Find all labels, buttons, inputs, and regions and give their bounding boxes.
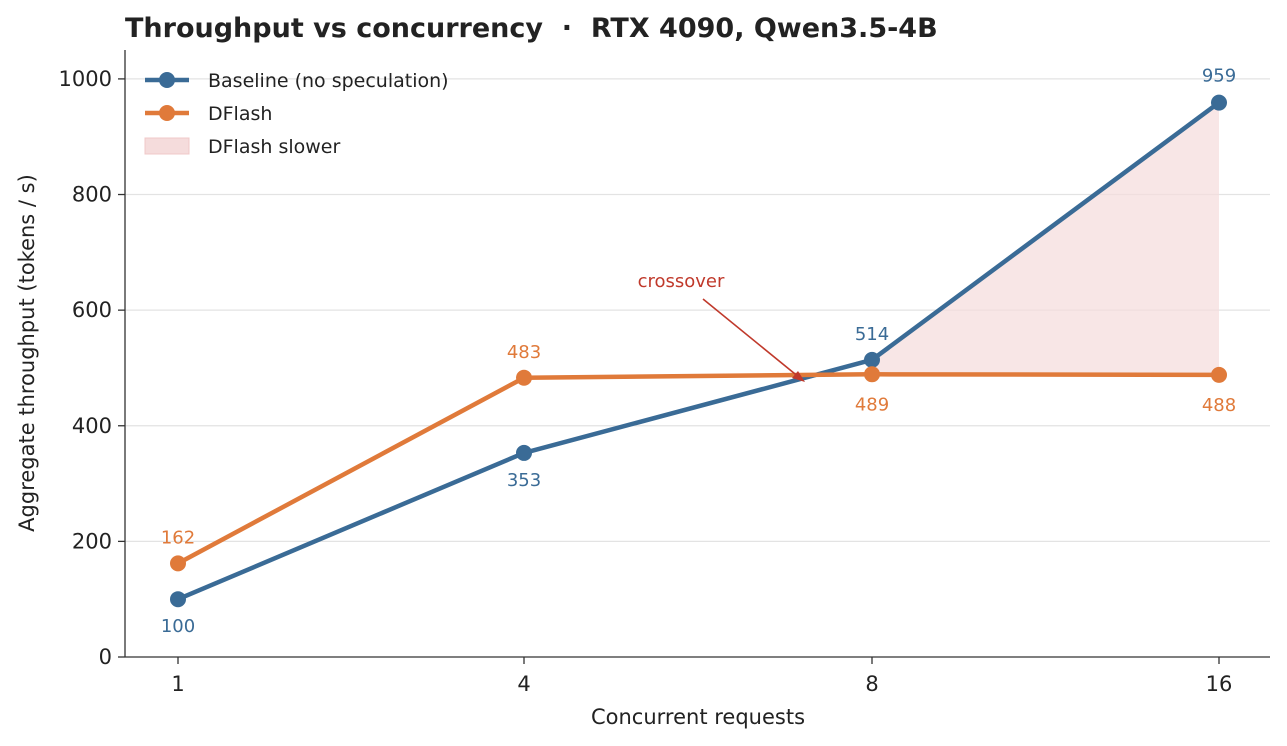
legend-label: DFlash slower: [208, 136, 340, 158]
legend-swatch-marker: [159, 105, 175, 121]
x-tick-label: 4: [517, 672, 530, 696]
annotation-arrow: [702, 298, 801, 379]
data-point: [864, 351, 880, 368]
data-point: [516, 444, 532, 461]
data-label: 489: [855, 394, 889, 415]
series-group: 100 353 514 959 162 483 489 488: [161, 66, 1236, 638]
data-point: [170, 591, 186, 608]
legend-swatch-region: [144, 137, 190, 155]
crossover-annotation: crossover: [638, 271, 805, 382]
data-point: [170, 555, 186, 572]
data-point: [864, 366, 880, 383]
legend-swatch-marker: [159, 72, 175, 88]
y-tick-label: 1000: [59, 67, 112, 91]
x-tick-label: 1: [171, 672, 184, 696]
legend-label: Baseline (no speculation): [208, 70, 449, 92]
y-tick-label: 800: [72, 183, 112, 207]
legend: Baseline (no speculation) DFlash DFlash sl…: [144, 70, 449, 158]
data-point: [516, 369, 532, 386]
data-label: 959: [1202, 66, 1236, 87]
series-1: 162 483 489 488: [161, 342, 1236, 572]
data-label: 353: [507, 470, 541, 491]
x-tick-label: 8: [865, 672, 878, 696]
dflash-slower-region: [872, 102, 1219, 375]
y-tick-label: 400: [72, 414, 112, 438]
y-axis-label: Aggregate throughput (tokens / s): [15, 174, 39, 532]
data-point: [1211, 94, 1227, 111]
data-label: 100: [161, 616, 195, 637]
data-label: 483: [507, 342, 541, 363]
y-tick-label: 600: [72, 298, 112, 322]
data-label: 162: [161, 527, 195, 548]
x-axis-label: Concurrent requests: [591, 705, 805, 729]
y-tick-label: 0: [99, 645, 112, 669]
data-point: [1211, 366, 1227, 383]
y-ticks: 0 200 400 600 800 1000: [59, 67, 125, 669]
legend-label: DFlash: [208, 103, 272, 125]
series-0: 100 353 514 959: [161, 66, 1236, 638]
series-line: [176, 372, 1220, 566]
annotation-arrowhead: [792, 371, 805, 382]
series-line: [177, 100, 1221, 602]
x-tick-label: 16: [1206, 672, 1233, 696]
data-label: 488: [1202, 395, 1236, 416]
x-ticks: 1 4 8 16: [171, 657, 1232, 696]
y-tick-label: 200: [72, 529, 112, 553]
chart-title: Throughput vs concurrency · RTX 4090, Qw…: [125, 13, 938, 44]
grid-lines: [125, 78, 1270, 543]
data-label: 514: [855, 324, 889, 345]
annotation-text: crossover: [638, 271, 725, 292]
